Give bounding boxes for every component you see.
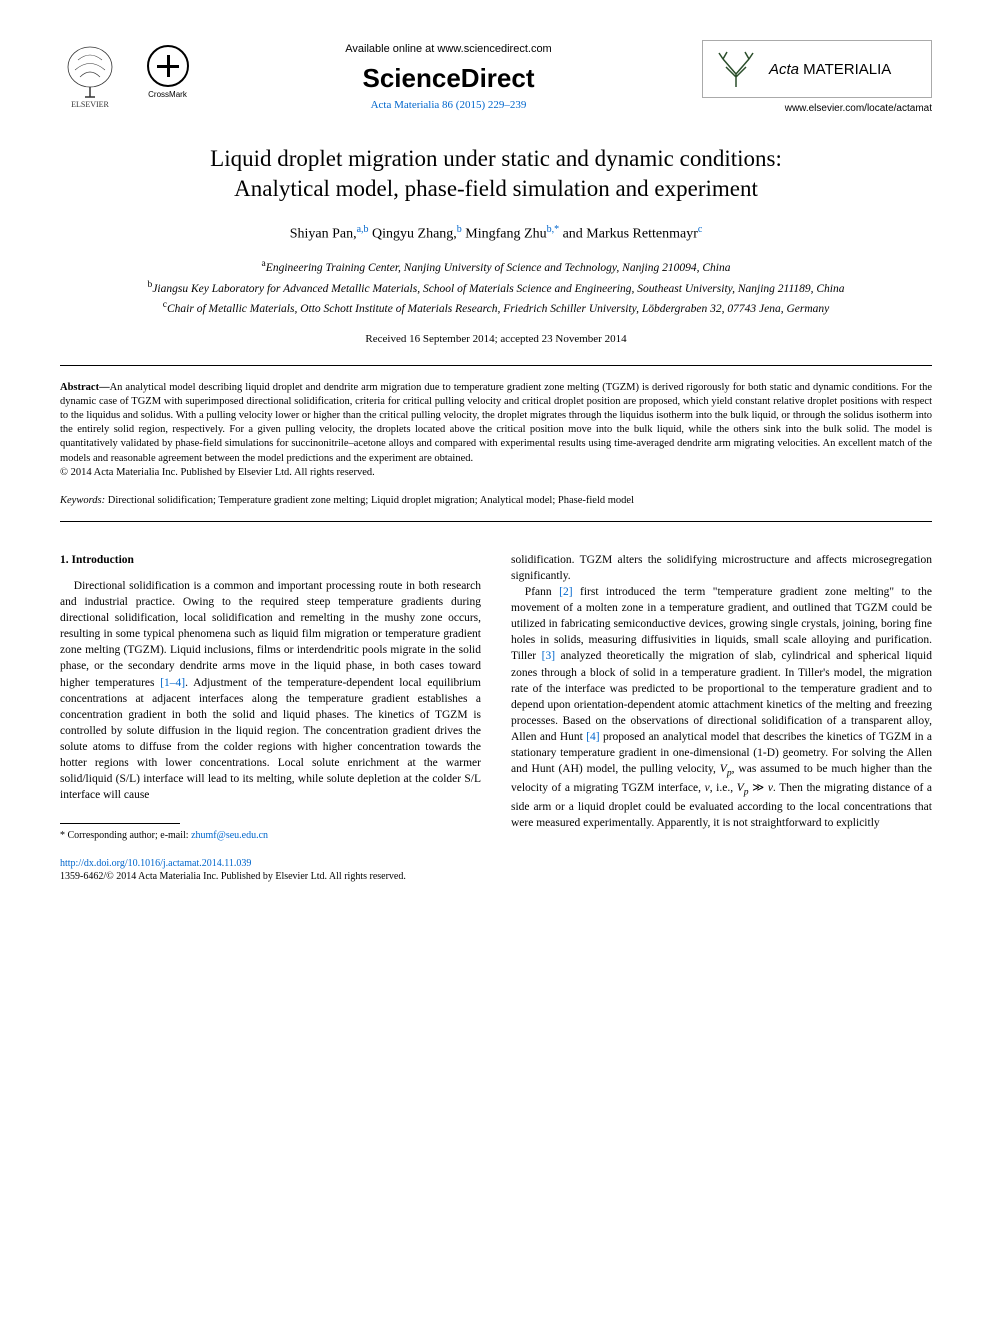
col2-para-2: Pfann [2] first introduced the term "tem… [511, 584, 932, 831]
available-online-text: Available online at www.sciencedirect.co… [195, 43, 702, 55]
col1-text-b: . Adjustment of the temperature-dependen… [60, 677, 481, 802]
author-4-aff[interactable]: c [698, 224, 702, 235]
crossmark-label: CrossMark [140, 90, 195, 99]
journal-url[interactable]: www.elsevier.com/locate/actamat [702, 103, 932, 114]
authors-line: Shiyan Pan,a,b Qingyu Zhang,b Mingfang Z… [60, 224, 932, 243]
keywords-label: Keywords: [60, 495, 108, 506]
affiliations: aEngineering Training Center, Nanjing Un… [60, 257, 932, 317]
citation-link[interactable]: Acta Materialia 86 (2015) 229–239 [195, 99, 702, 111]
aff-c: Chair of Metallic Materials, Otto Schott… [167, 302, 829, 314]
header-row: ELSEVIER CrossMark Available online at w… [60, 40, 932, 114]
svg-text:ELSEVIER: ELSEVIER [71, 100, 109, 109]
abstract-block: Abstract—An analytical model describing … [60, 381, 932, 480]
section-1-heading: 1. Introduction [60, 552, 481, 568]
col1-text-a: Directional solidification is a common a… [60, 580, 481, 689]
crossmark-icon [147, 45, 189, 87]
title-line-1: Liquid droplet migration under static an… [210, 146, 782, 171]
elsevier-logo: ELSEVIER [60, 45, 120, 110]
author-3: Mingfang Zhu [465, 226, 546, 241]
intro-para-1: Directional solidification is a common a… [60, 578, 481, 803]
author-1-aff[interactable]: a,b [357, 224, 369, 235]
author-1: Shiyan Pan, [290, 226, 357, 241]
col2-text-a: Pfann [525, 586, 559, 598]
rule-below-keywords [60, 521, 932, 522]
journal-logo-box: Acta MATERIALIA [702, 40, 932, 98]
journal-name: Acta MATERIALIA [769, 61, 891, 78]
author-3-corr[interactable]: * [554, 224, 559, 235]
ref-2-link[interactable]: [2] [559, 586, 572, 598]
vp-symbol: V [720, 763, 727, 775]
footnote-rule [60, 823, 180, 824]
body-columns: 1. Introduction Directional solidificati… [60, 552, 932, 843]
left-column: 1. Introduction Directional solidificati… [60, 552, 481, 843]
col2-text-c: analyzed theoretically the migration of … [511, 650, 932, 742]
abstract-text: An analytical model describing liquid dr… [60, 382, 932, 464]
vp2-symbol: V [737, 782, 744, 794]
author-4: and Markus Rettenmayr [563, 226, 698, 241]
col2-continuation: solidification. TGZM alters the solidify… [511, 552, 932, 584]
abstract-label: Abstract— [60, 382, 110, 393]
article-title: Liquid droplet migration under static an… [100, 144, 892, 204]
aff-b: Jiangsu Key Laboratory for Advanced Meta… [152, 282, 844, 294]
gg-symbol: ≫ [749, 782, 768, 794]
crossmark-logo[interactable]: CrossMark [140, 45, 195, 110]
footnote-text: Corresponding author; e-mail: [65, 830, 191, 841]
right-column: solidification. TGZM alters the solidify… [511, 552, 932, 843]
author-2: Qingyu Zhang, [372, 226, 457, 241]
corresponding-footnote: * Corresponding author; e-mail: zhumf@se… [60, 829, 481, 843]
doi-link[interactable]: http://dx.doi.org/10.1016/j.actamat.2014… [60, 858, 932, 869]
header-right: Acta MATERIALIA www.elsevier.com/locate/… [702, 40, 932, 114]
title-line-2: Analytical model, phase-field simulation… [234, 176, 758, 201]
footnote-email-link[interactable]: zhumf@seu.edu.cn [191, 830, 268, 841]
sciencedirect-logo-text: ScienceDirect [195, 63, 702, 94]
keywords-block: Keywords: Directional solidification; Te… [60, 495, 932, 506]
header-center: Available online at www.sciencedirect.co… [195, 43, 702, 111]
journal-name-italic: Acta [769, 61, 799, 78]
header-left: ELSEVIER CrossMark [60, 45, 195, 110]
ref-4-link[interactable]: [4] [586, 731, 599, 743]
keywords-text: Directional solidification; Temperature … [108, 495, 634, 506]
author-3-aff[interactable]: b, [547, 224, 555, 235]
author-2-aff[interactable]: b [457, 224, 462, 235]
elsevier-tree-icon: ELSEVIER [60, 45, 120, 110]
col2-text-f: , i.e., [710, 782, 737, 794]
article-dates: Received 16 September 2014; accepted 23 … [60, 333, 932, 345]
journal-name-caps: MATERIALIA [799, 61, 891, 78]
ref-1-4-link[interactable]: [1–4] [160, 677, 185, 689]
copyright-footer: 1359-6462/© 2014 Acta Materialia Inc. Pu… [60, 871, 932, 882]
rule-above-abstract [60, 365, 932, 366]
aff-a: Engineering Training Center, Nanjing Uni… [266, 262, 731, 274]
acta-tree-icon [711, 49, 761, 89]
abstract-copyright: © 2014 Acta Materialia Inc. Published by… [60, 467, 375, 478]
ref-3-link[interactable]: [3] [542, 650, 555, 662]
